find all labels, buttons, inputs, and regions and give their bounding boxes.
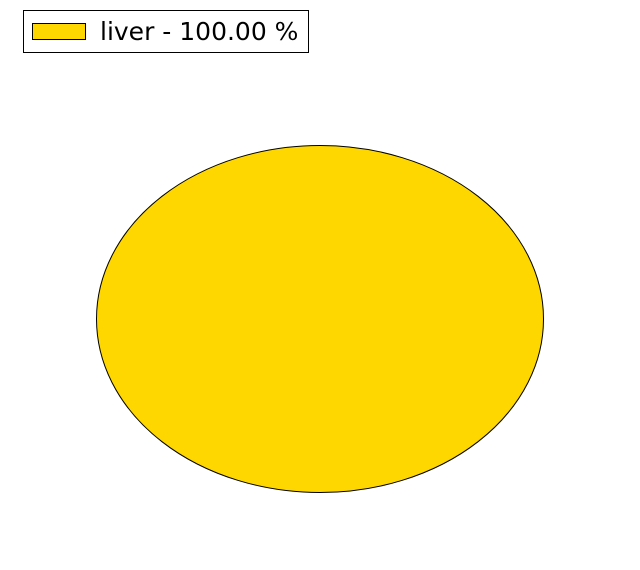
pie-slice-liver <box>96 145 544 493</box>
legend: liver - 100.00 % <box>23 10 310 53</box>
legend-label: liver - 100.00 % <box>100 17 299 46</box>
legend-swatch-rect <box>32 23 86 40</box>
legend-swatch <box>32 23 86 40</box>
